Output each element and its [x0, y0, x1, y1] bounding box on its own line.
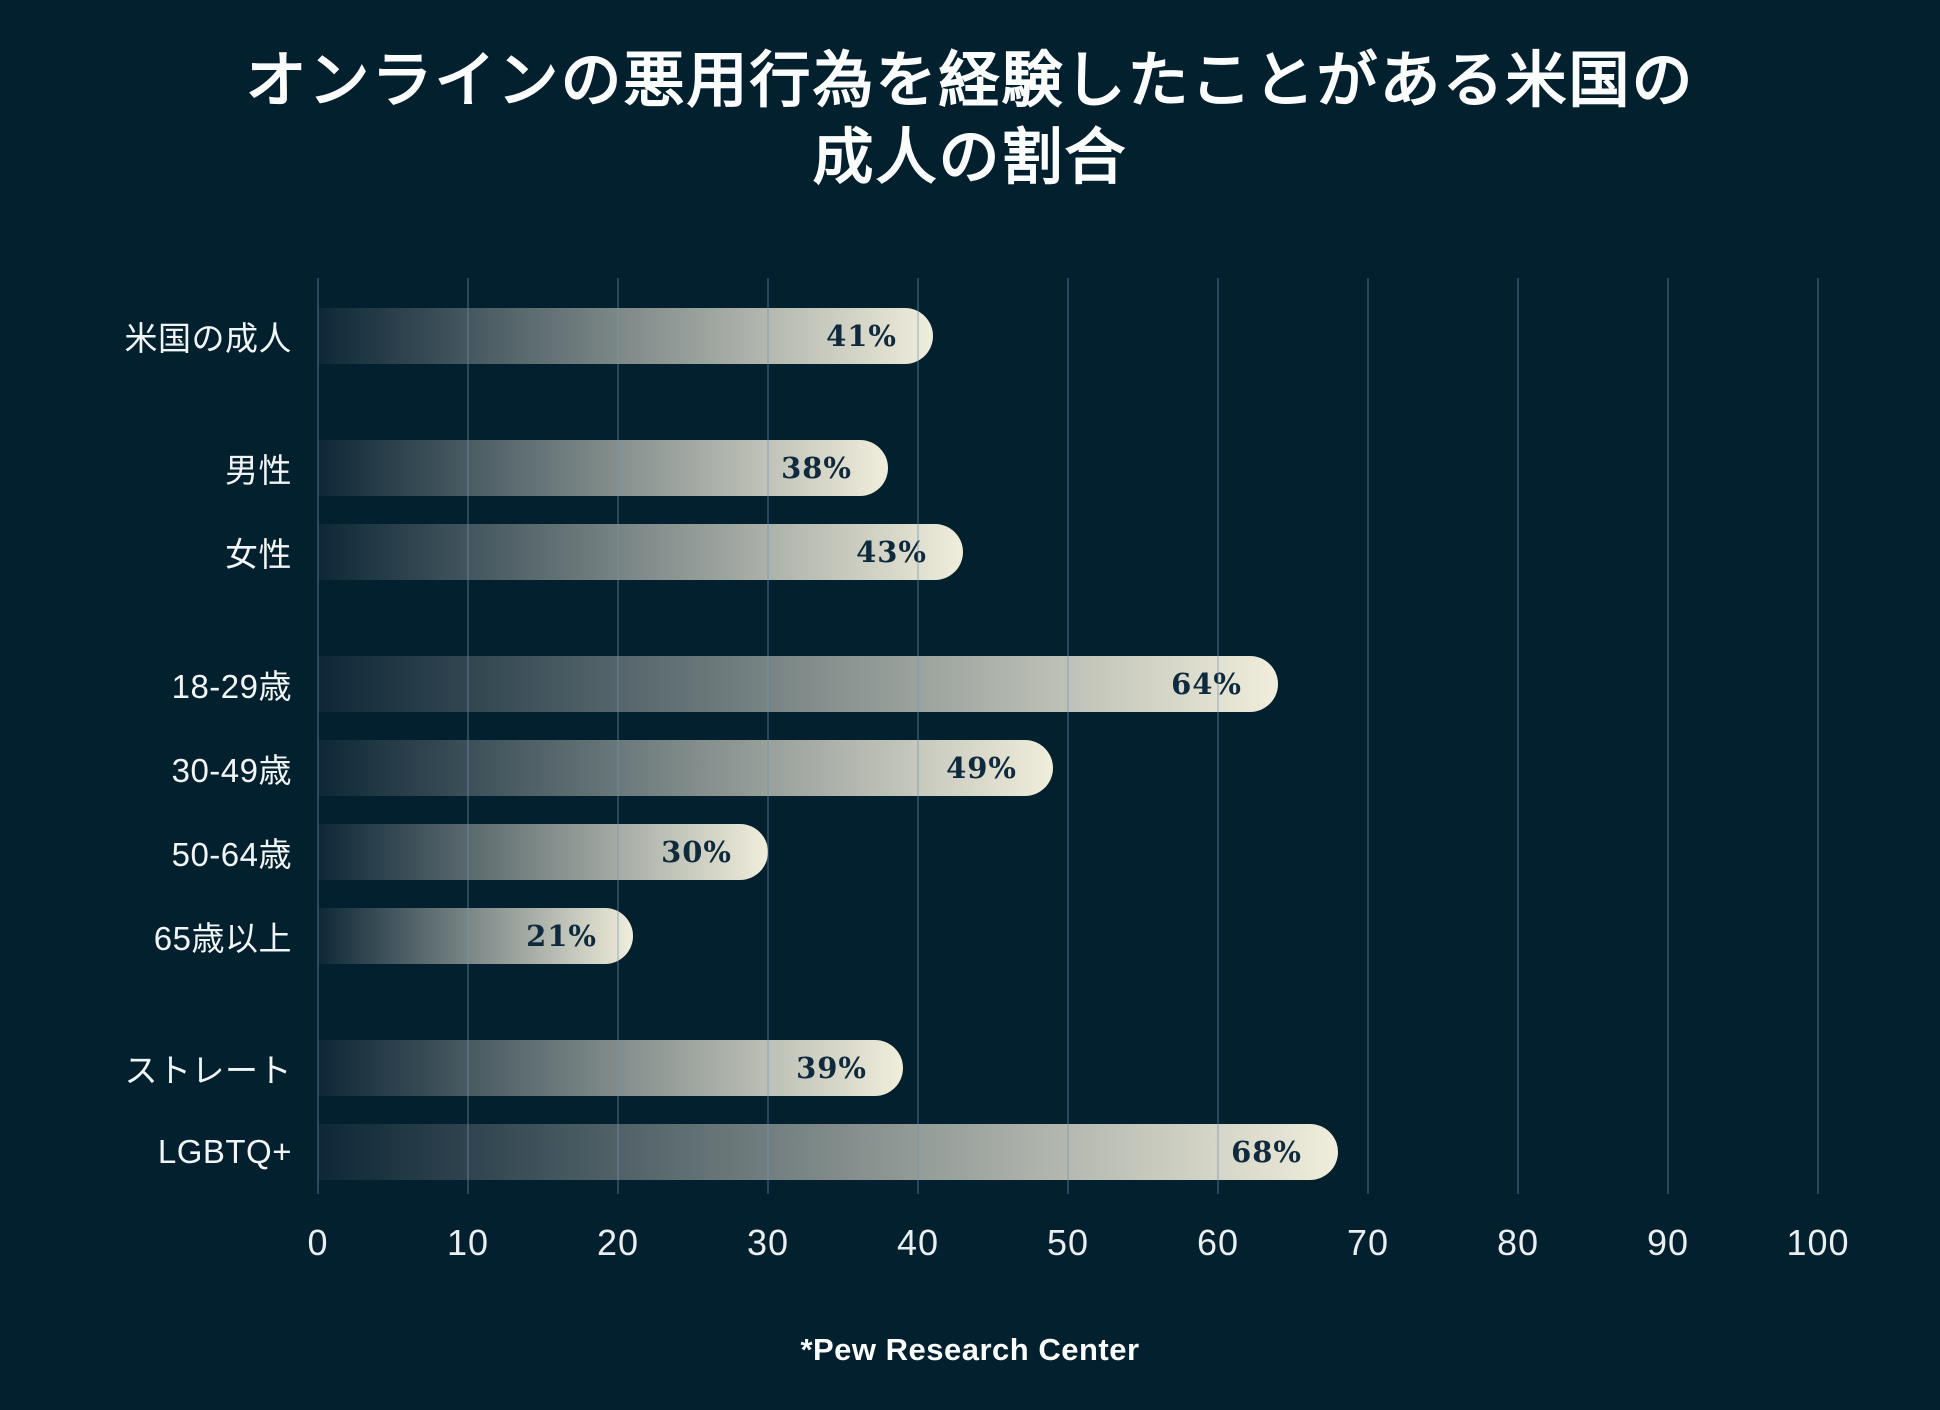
category-label: 65歳以上 — [153, 920, 292, 957]
x-tick-80: 80 — [1496, 1222, 1540, 1263]
category-label: 50-64歳 — [171, 836, 292, 873]
x-tick-60: 60 — [1196, 1222, 1240, 1263]
x-tick-0: 0 — [307, 1222, 329, 1263]
bar: 21% — [318, 908, 633, 964]
category-label: 18-29歳 — [171, 668, 292, 705]
category-label: 女性 — [225, 536, 292, 573]
category-label: ストレート — [124, 1052, 292, 1089]
bar-row-age-2: 50-64歳 30% — [0, 810, 1818, 894]
chart-title: オンラインの悪用行為を経験したことがある米国の 成人の割合 — [0, 42, 1940, 196]
bar-track: 64% — [318, 656, 1818, 712]
x-tick-10: 10 — [446, 1222, 490, 1263]
bar: 49% — [318, 740, 1053, 796]
bar-track: 68% — [318, 1124, 1818, 1180]
bar-row-orientation-1: LGBTQ+ 68% — [0, 1110, 1818, 1194]
bar-value-label: 43% — [856, 535, 927, 569]
bar-value-label: 68% — [1231, 1135, 1302, 1169]
x-tick-20: 20 — [596, 1222, 640, 1263]
x-tick-30: 30 — [746, 1222, 790, 1263]
bar: 68% — [318, 1124, 1338, 1180]
category-label: 男性 — [225, 452, 292, 489]
chart-title-line-2: 成人の割合 — [812, 122, 1128, 191]
x-tick-100: 100 — [1786, 1222, 1850, 1263]
bar: 41% — [318, 308, 933, 364]
bar: 38% — [318, 440, 888, 496]
source-note: *Pew Research Center — [800, 1332, 1140, 1367]
bar: 30% — [318, 824, 768, 880]
bar-value-label: 41% — [826, 319, 897, 353]
x-tick-40: 40 — [896, 1222, 940, 1263]
bar-value-label: 64% — [1171, 667, 1242, 701]
bar: 64% — [318, 656, 1278, 712]
bar-row-gender-0: 男性 38% — [0, 426, 1818, 510]
bar-row-age-3: 65歳以上 21% — [0, 894, 1818, 978]
x-tick-70: 70 — [1346, 1222, 1390, 1263]
bar-rows: 米国の成人 41% 男性 38% 女性 43% 18-29歳 64% 30-49歳 49% 50-6… — [0, 278, 1818, 1194]
bar-track: 49% — [318, 740, 1818, 796]
bar-track: 21% — [318, 908, 1818, 964]
bar-value-label: 38% — [781, 451, 852, 485]
category-label: LGBTQ+ — [157, 1133, 292, 1170]
bar: 39% — [318, 1040, 903, 1096]
x-tick-90: 90 — [1646, 1222, 1690, 1263]
bar-value-label: 30% — [661, 835, 732, 869]
category-label: 米国の成人 — [124, 320, 292, 357]
bar: 43% — [318, 524, 963, 580]
chart-title-line-1: オンラインの悪用行為を経験したことがある米国の — [245, 46, 1695, 114]
bar-row-gender-1: 女性 43% — [0, 510, 1818, 594]
bar-track: 41% — [318, 308, 1818, 364]
bar-row-age-0: 18-29歳 64% — [0, 642, 1818, 726]
bar-row-all-0: 米国の成人 41% — [0, 294, 1818, 378]
category-label: 30-49歳 — [171, 752, 292, 789]
bar-row-orientation-0: ストレート 39% — [0, 1026, 1818, 1110]
bar-value-label: 49% — [946, 751, 1017, 785]
x-tick-50: 50 — [1046, 1222, 1090, 1263]
bar-value-label: 39% — [796, 1051, 867, 1085]
bar-value-label: 21% — [526, 919, 597, 953]
bar-row-age-1: 30-49歳 49% — [0, 726, 1818, 810]
bar-track: 43% — [318, 524, 1818, 580]
bar-track: 39% — [318, 1040, 1818, 1096]
bar-track: 38% — [318, 440, 1818, 496]
x-axis: 0 10 20 30 40 50 60 70 80 90 100 — [307, 1222, 1848, 1272]
bar-track: 30% — [318, 824, 1818, 880]
